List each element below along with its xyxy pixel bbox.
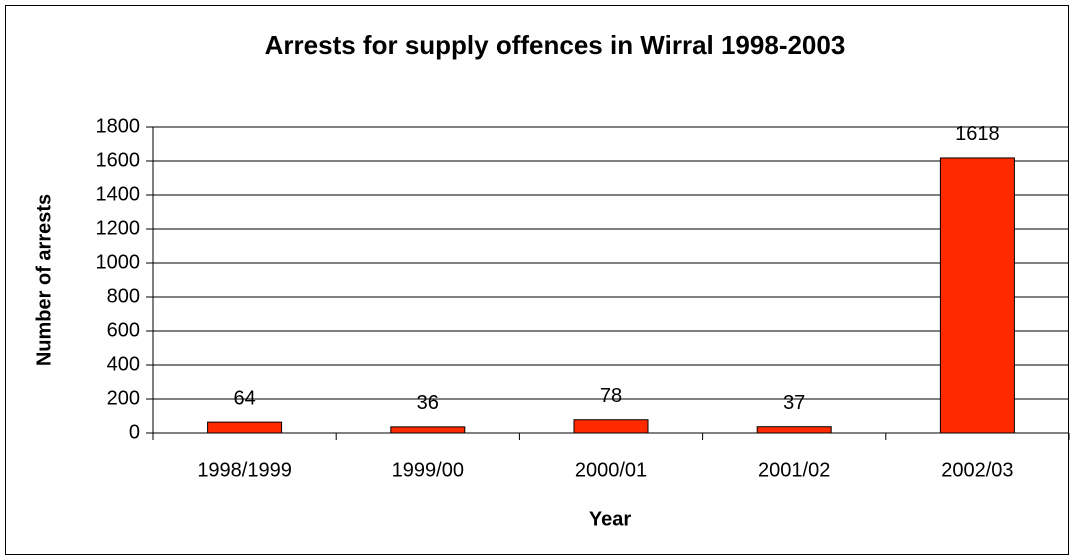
- data-label: 1618: [955, 123, 1000, 145]
- data-label: 78: [600, 385, 622, 407]
- bar: [756, 426, 832, 434]
- y-tick-label: 600: [107, 319, 140, 341]
- x-tick-label: 2002/03: [941, 459, 1013, 481]
- y-tick-label: 200: [107, 387, 140, 409]
- y-tick-label: 1600: [96, 149, 141, 171]
- bar: [390, 426, 466, 434]
- y-axis-label: Number of arrests: [33, 194, 55, 366]
- bar: [573, 419, 649, 434]
- y-tick-label: 1200: [96, 217, 141, 239]
- bar: [939, 157, 1015, 434]
- chart-border: [5, 5, 1069, 555]
- y-tick-label: 1400: [96, 183, 141, 205]
- bar: [207, 421, 283, 434]
- data-label: 37: [783, 392, 805, 414]
- x-tick-label: 2000/01: [575, 459, 647, 481]
- y-tick-label: 0: [129, 421, 140, 443]
- y-tick-label: 1800: [96, 115, 141, 137]
- y-tick-label: 1000: [96, 251, 141, 273]
- x-tick-label: 1999/00: [392, 459, 464, 481]
- y-tick-label: 800: [107, 285, 140, 307]
- data-label: 64: [233, 387, 255, 409]
- y-tick-label: 400: [107, 353, 140, 375]
- x-axis-label: Year: [589, 508, 631, 530]
- x-tick-label: 2001/02: [758, 459, 830, 481]
- chart-title: Arrests for supply offences in Wirral 19…: [265, 30, 846, 60]
- x-tick-label: 1998/1999: [197, 459, 292, 481]
- data-label: 36: [417, 392, 439, 414]
